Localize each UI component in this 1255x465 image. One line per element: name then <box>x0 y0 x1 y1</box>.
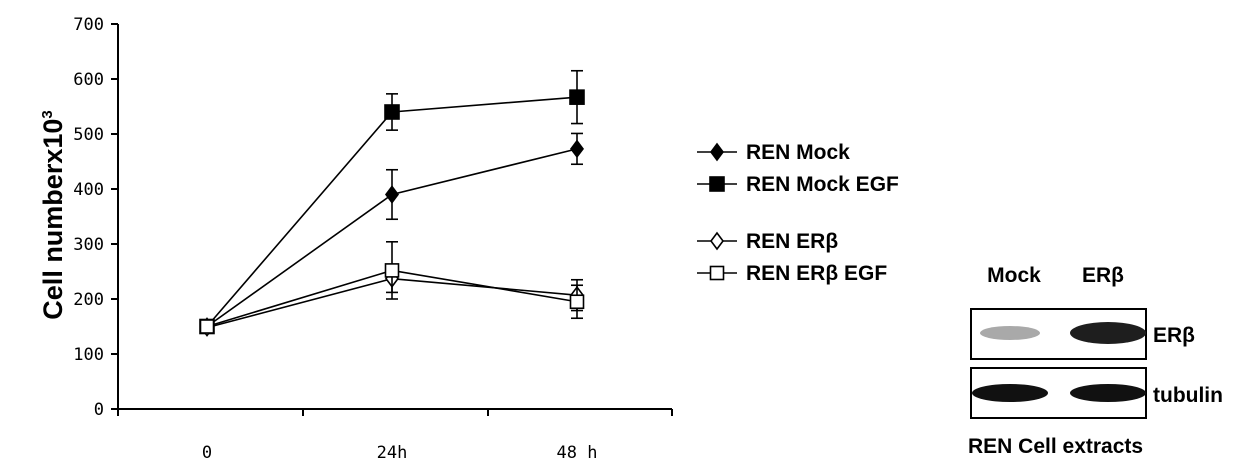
blot-band-mock-erb <box>980 326 1040 340</box>
legend-marker <box>710 231 724 251</box>
y-tick-label: 200 <box>73 290 104 310</box>
blot-band-erb-tubulin <box>1070 384 1146 402</box>
data-point <box>384 263 400 278</box>
data-point <box>569 89 585 105</box>
legend-label: REN ERβ <box>746 230 838 253</box>
legend-item-2: REN Mock EGF <box>697 173 899 196</box>
legend-marker <box>710 142 724 162</box>
y-axis: 0 100 200 300 400 500 600 700 <box>73 15 119 420</box>
y-tick-label: 300 <box>73 235 104 255</box>
legend-item-4: REN ERβ EGF <box>697 262 887 285</box>
legend-label: REN ERβ EGF <box>746 262 887 285</box>
series-1 <box>200 132 584 336</box>
legend-label: REN Mock EGF <box>746 173 899 196</box>
blot-band-erb-erb <box>1070 322 1146 344</box>
legend-item-1: REN Mock <box>697 141 850 164</box>
y-axis-title: Cell numberx103 <box>38 110 68 319</box>
y-tick-label: 0 <box>94 400 104 420</box>
y-axis-title-main: Cell numberx10 <box>38 119 68 320</box>
data-point <box>385 185 399 204</box>
blot-caption: REN Cell extracts <box>968 435 1143 458</box>
y-tick-label: 400 <box>73 180 104 200</box>
western-blot-panel: Mock ERβ ERβ tubulin REN Cell extracts <box>968 264 1223 458</box>
x-tick-label: 0 <box>202 443 212 463</box>
y-axis-title-sup: 3 <box>39 110 56 118</box>
y-tick-label: 700 <box>73 15 104 35</box>
data-point <box>569 294 585 310</box>
legend-label: REN Mock <box>746 141 850 164</box>
blot-column-label-erb: ERβ <box>1082 264 1124 287</box>
series-4 <box>199 241 585 334</box>
legend-item-3: REN ERβ <box>697 230 838 253</box>
data-point <box>384 104 400 120</box>
blot-column-label-mock: Mock <box>987 264 1041 287</box>
series-layer <box>199 69 585 337</box>
blot-row-label-erb: ERβ <box>1153 324 1195 347</box>
x-tick-label: 24h <box>377 443 408 463</box>
data-point <box>199 319 215 334</box>
data-point <box>570 139 584 159</box>
blot-band-mock-tubulin <box>972 384 1048 402</box>
legend-marker <box>709 176 725 192</box>
legend-marker <box>709 265 725 281</box>
blot-row-label-tubulin: tubulin <box>1153 384 1223 407</box>
legend: REN Mock REN Mock EGF REN ERβ REN ERβ EGF <box>697 141 899 285</box>
x-tick-label: 48 h <box>557 443 598 463</box>
y-tick-label: 100 <box>73 345 104 365</box>
line-chart: 0 100 200 300 400 500 600 700 0 24h 48 h Cell num… <box>38 15 673 463</box>
y-tick-label: 500 <box>73 125 104 145</box>
y-tick-label: 600 <box>73 70 104 90</box>
x-axis: 0 24h 48 h <box>117 408 673 463</box>
